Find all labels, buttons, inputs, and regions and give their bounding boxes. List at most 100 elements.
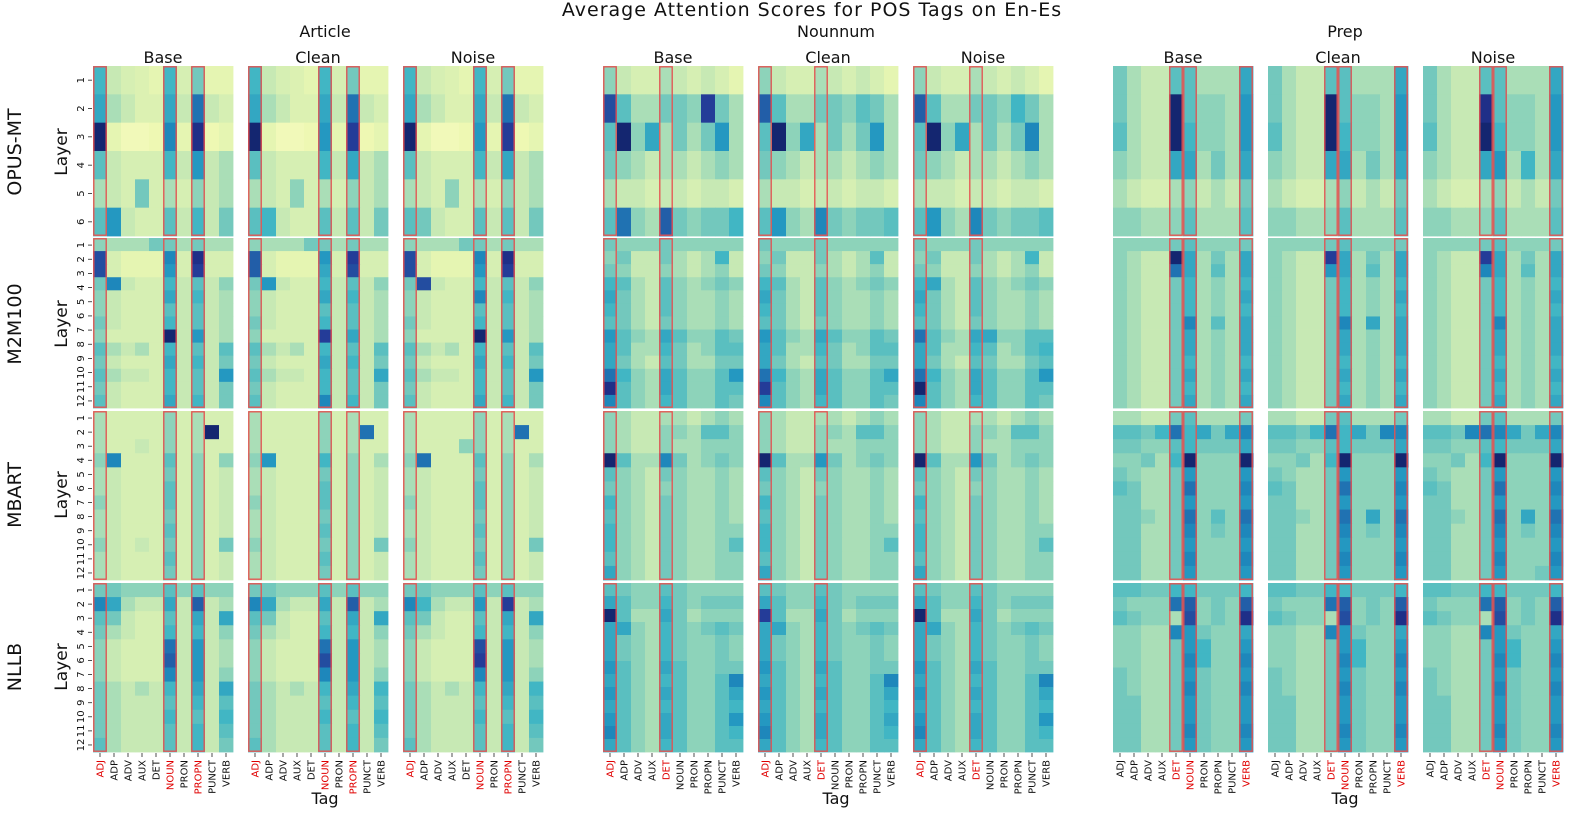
heatmap-cell	[1549, 509, 1564, 525]
heatmap-cell	[955, 355, 970, 370]
heatmap-cell	[1225, 639, 1240, 654]
heatmap-cell	[149, 625, 164, 640]
heatmap-cell	[403, 695, 418, 711]
heatmap-cell	[729, 264, 744, 278]
heatmap-cell	[121, 94, 136, 124]
heatmap-cell	[729, 439, 744, 454]
heatmap-cell	[374, 381, 389, 396]
heatmap-cell	[163, 411, 178, 426]
heatmap-cell	[828, 609, 843, 623]
y-axis-label: Layer	[52, 128, 72, 175]
heatmap-cell	[1380, 251, 1395, 265]
heatmap-cell	[445, 316, 460, 330]
heatmap-cell	[191, 94, 206, 124]
heatmap-cell	[1025, 94, 1040, 124]
heatmap-cell	[645, 596, 660, 610]
heatmap-cell	[1268, 316, 1283, 330]
heatmap-cell	[431, 179, 446, 209]
heatmap-cell	[1380, 179, 1395, 209]
heatmap-cell	[1423, 151, 1438, 180]
heatmap-cell	[800, 122, 815, 152]
heatmap-cell	[941, 622, 956, 636]
heatmap-cell	[758, 565, 773, 581]
heatmap-cell	[1296, 381, 1311, 396]
heatmap-cell	[1366, 583, 1381, 598]
heatmap-cell	[701, 151, 716, 180]
heatmap-cell	[459, 681, 474, 697]
heatmap-cell	[318, 709, 333, 725]
heatmap-cell	[191, 342, 206, 357]
heatmap-cell	[318, 639, 333, 654]
heatmap-cell	[459, 467, 474, 482]
heatmap-cell	[1352, 316, 1367, 330]
heatmap-cell	[346, 639, 361, 654]
heatmap-cell	[913, 700, 928, 714]
heatmap-cell	[1549, 653, 1564, 668]
heatmap-cell	[1296, 411, 1311, 426]
heatmap-cell	[1268, 537, 1283, 553]
heatmap-cell	[1155, 495, 1170, 510]
heatmap-cell	[473, 551, 488, 567]
heatmap-cell	[913, 674, 928, 688]
heatmap-cell	[346, 151, 361, 180]
heatmap-cell	[687, 329, 702, 344]
heatmap-cell	[332, 551, 347, 567]
highlight-box	[1394, 238, 1408, 408]
heatmap-cell	[360, 639, 375, 654]
heatmap-cell	[529, 653, 544, 668]
heatmap-cell	[177, 425, 192, 440]
heatmap-cell	[135, 381, 150, 396]
heatmap-cell	[1127, 737, 1142, 753]
heatmap-cell	[1338, 583, 1353, 598]
heatmap-cell	[884, 411, 899, 426]
heatmap-cell	[1423, 394, 1438, 409]
heatmap-cell	[729, 179, 744, 209]
heatmap-cell	[318, 381, 333, 396]
heatmap-cell	[1141, 723, 1156, 739]
heatmap-cell	[177, 394, 192, 409]
heatmap-cell	[1521, 66, 1536, 95]
heatmap-cell	[715, 537, 730, 553]
heatmap-cell	[617, 303, 632, 317]
heatmap-cell	[814, 661, 829, 675]
heatmap-cell	[1352, 251, 1367, 265]
heatmap-cell	[121, 207, 136, 237]
heatmap-cell	[290, 381, 305, 396]
heatmap-cell	[290, 368, 305, 383]
heatmap-cell	[501, 94, 516, 124]
heatmap-cell	[645, 207, 660, 237]
heatmap-cell	[1025, 509, 1040, 525]
heatmap-cell	[758, 251, 773, 265]
heatmap-cell	[1127, 523, 1142, 539]
heatmap-cell	[529, 723, 544, 739]
heatmap-cell	[219, 411, 234, 426]
heatmap-cell	[374, 551, 389, 567]
heatmap-cell	[1352, 565, 1367, 581]
heatmap-cell	[515, 467, 530, 482]
heatmap-cell	[501, 151, 516, 180]
heatmap-cell	[205, 303, 220, 317]
heatmap-cell	[1507, 425, 1522, 440]
heatmap-cell	[107, 425, 122, 440]
heatmap-cell	[870, 713, 885, 727]
heatmap-cell	[318, 439, 333, 454]
heatmap-cell	[1183, 551, 1198, 567]
heatmap-cell	[1141, 207, 1156, 237]
heatmap-cell	[529, 251, 544, 265]
heatmap-cell	[93, 653, 108, 668]
heatmap-cell	[617, 94, 632, 124]
heatmap-cell	[659, 674, 674, 688]
heatmap-cell	[1211, 411, 1226, 426]
heatmap-cell	[870, 467, 885, 482]
heatmap-cell	[800, 648, 815, 662]
heatmap-cell	[1338, 625, 1353, 640]
heatmap-cell	[149, 495, 164, 510]
model-label: M2M100	[4, 283, 26, 364]
heatmap-cell	[135, 551, 150, 567]
heatmap-cell	[673, 66, 688, 95]
heatmap-cell	[304, 316, 319, 330]
heatmap-cell	[715, 122, 730, 152]
x-axis-label: Tag	[821, 789, 849, 808]
heatmap-cell	[1479, 523, 1494, 539]
heatmap-cell	[715, 207, 730, 237]
